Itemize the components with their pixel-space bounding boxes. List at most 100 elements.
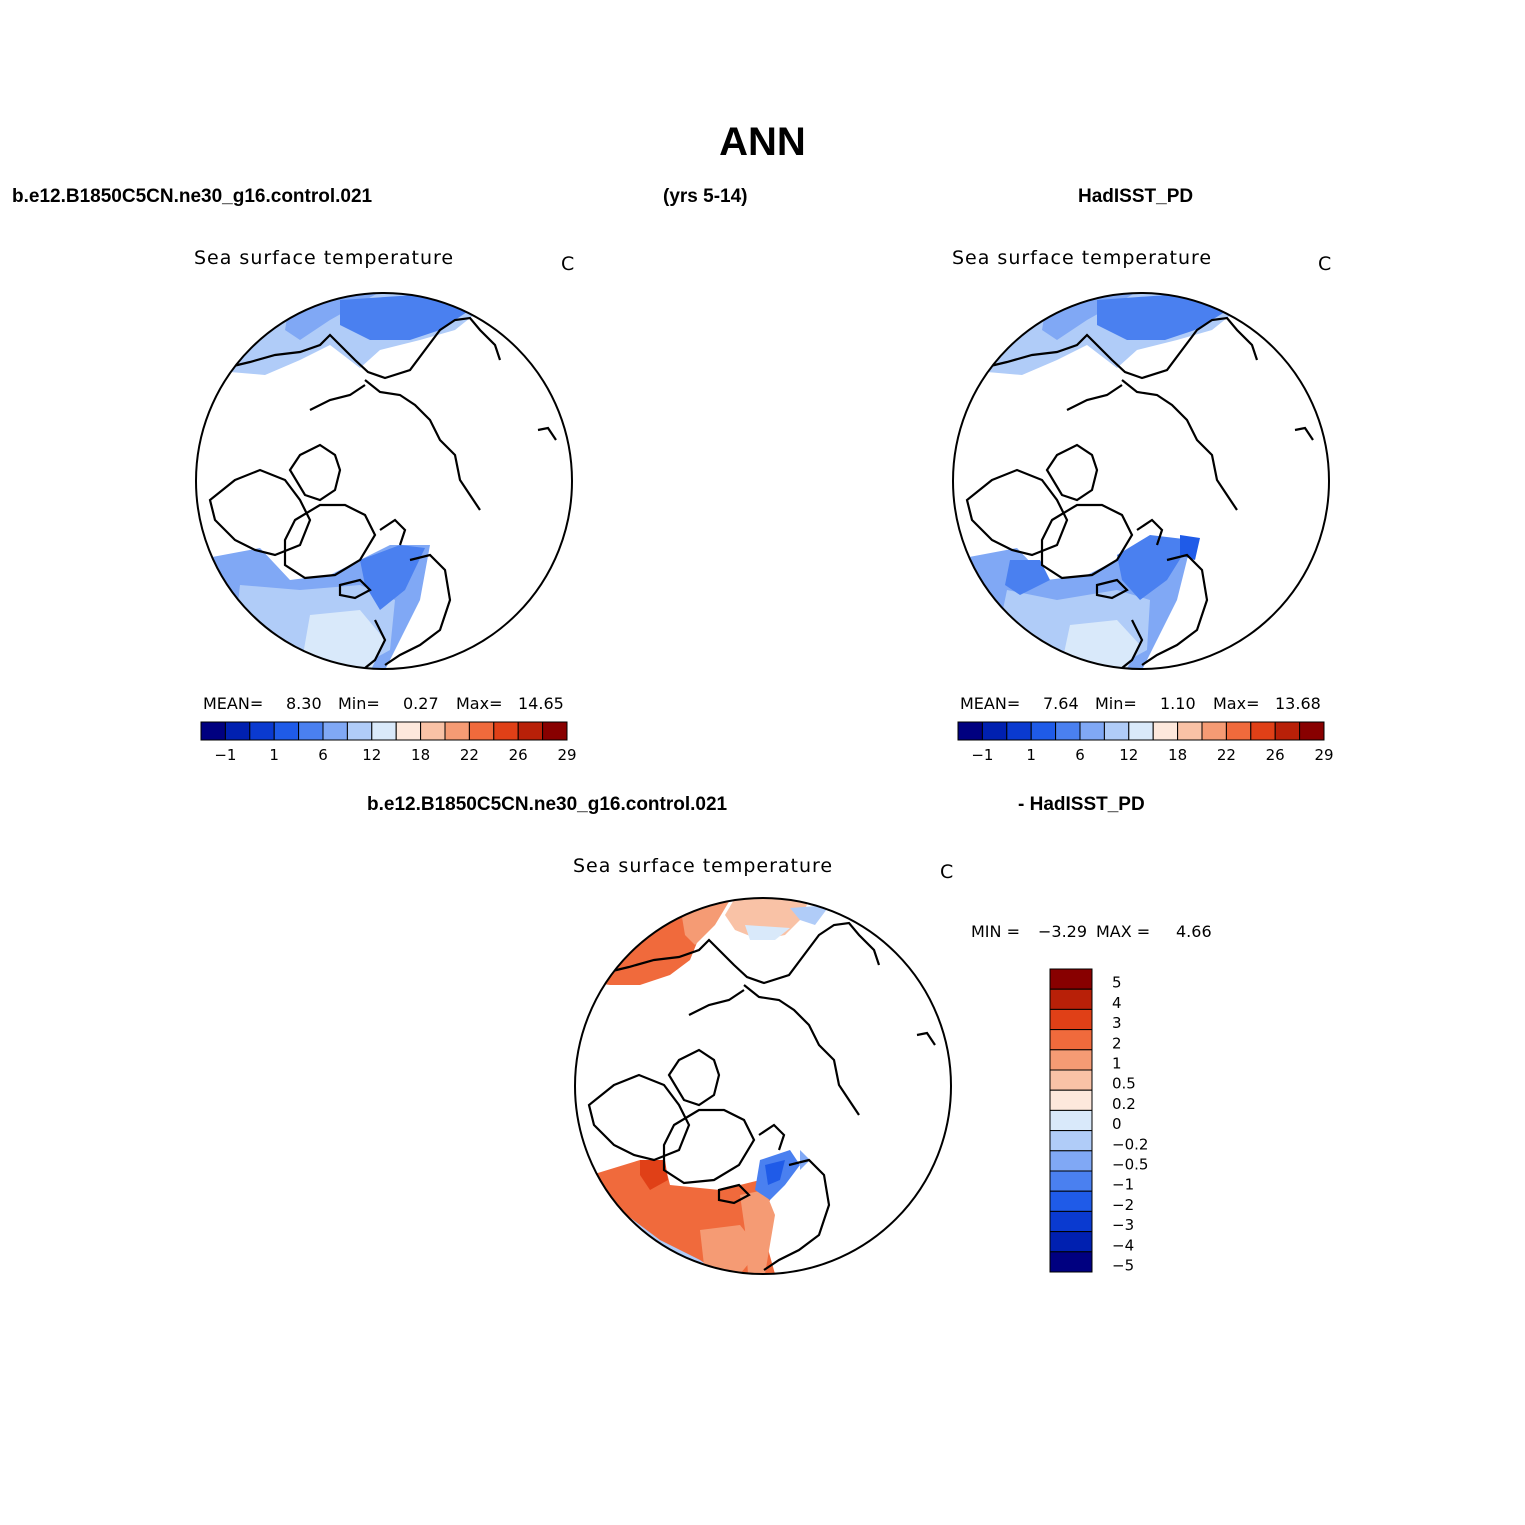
diff-colorbar-swatch [1049,1231,1093,1253]
panel1-min-label: Min= [338,694,380,713]
diff-units-label: C [940,861,955,883]
diff-max-value: 4.66 [1176,922,1212,941]
diff-colorbar-swatch [1049,988,1093,1010]
panel2-colorbar-swatch [1177,721,1203,741]
panel1-colorbar-tick-label: 1 [269,746,279,764]
diff-colorbar-swatch [1049,1089,1093,1111]
panel2-units-label: C [1318,253,1333,275]
diff-min-value: −3.29 [1038,922,1088,941]
diff-colorbar-swatch [1049,1029,1093,1051]
panel2-mean-label: MEAN= [960,694,1021,713]
panel2-colorbar-tick-label: 18 [1168,746,1187,764]
panel2-colorbar-tick-label: 29 [1314,746,1333,764]
panel2-max-label: Max= [1213,694,1260,713]
diff-colorbar-tick-label: −0.2 [1112,1135,1148,1153]
panel1-colorbar-swatch [468,721,495,741]
panel1-colorbar-tick-label: 6 [318,746,328,764]
panel1-colorbar-swatch [371,721,397,741]
panel2-colorbar-swatch [1299,721,1325,741]
diff-colorbar-swatch [1049,1008,1093,1031]
panel2-colorbar-tick-label: −1 [971,746,993,764]
diff-colorbar-swatch [1049,1170,1093,1192]
diff-colorbar-swatch [1049,968,1093,990]
diff-colorbar-tick-label: 5 [1112,974,1122,992]
diff-case-header: b.e12.B1850C5CN.ne30_g16.control.021 [367,794,728,815]
diff-colorbar-swatch [1049,1130,1093,1152]
diff-colorbar-swatch [1049,1251,1093,1273]
panel1-colorbar-tick-label: −1 [214,746,236,764]
diff-colorbar-tick-label: 4 [1112,994,1122,1012]
panel1-colorbar-swatch [542,721,568,741]
panel1-colorbar-swatch [249,721,275,741]
diff-colorbar-tick-label: 0 [1112,1115,1122,1133]
panel2-colorbar: −1 1 6 12 18 22 26 29 [957,721,1334,764]
panel2-colorbar-tick-label: 26 [1266,746,1285,764]
panel2-colorbar-tick-label: 12 [1119,746,1138,764]
panel1-max-value: 14.65 [518,694,564,713]
panel2-colorbar-swatch [1128,721,1154,741]
panel2-max-value: 13.68 [1275,694,1321,713]
diff-variable-label: Sea surface temperature [573,855,834,877]
panel1-colorbar-swatch [517,721,544,741]
diff-colorbar-tick-label: 1 [1112,1055,1122,1073]
diff-colorbar-tick-label: −0.5 [1112,1156,1148,1174]
panel1-colorbar-tick-label: 26 [509,746,528,764]
diff-colorbar-swatch [1049,1049,1093,1071]
diff-colorbar-swatch [1049,1069,1093,1091]
panel2-colorbar-swatch [1152,721,1179,741]
panel1-colorbar-tick-label: 29 [557,746,576,764]
panel1-colorbar-tick-label: 12 [362,746,381,764]
obs-header: HadISST_PD [1078,186,1194,207]
diff-colorbar-swatch [1049,1150,1093,1172]
panel2-colorbar-swatch [1274,721,1301,741]
panel2-colorbar-swatch [957,721,983,741]
panel1-colorbar-tick-label: 18 [411,746,430,764]
diff-colorbar-tick-label: 0.5 [1112,1075,1136,1093]
panel2-colorbar-swatch [1055,721,1081,741]
panel1-units-label: C [561,253,576,275]
panel2-min-label: Min= [1095,694,1137,713]
panel1-variable-label: Sea surface temperature [194,247,455,269]
diff-colorbar-tick-label: −1 [1112,1176,1134,1194]
panel1-colorbar-swatch [493,721,519,741]
diff-coastlines [587,921,936,1271]
years-header: (yrs 5-14) [663,186,748,207]
panel1-colorbar: −1 1 6 12 18 22 26 29 [200,721,577,764]
panel1-mean-label: MEAN= [203,694,264,713]
figure-title: ANN [719,120,806,164]
panel1-colorbar-swatch [420,721,446,741]
diff-colorbar-swatch [1049,1210,1093,1233]
panel2-min-value: 1.10 [1160,694,1196,713]
panel2-mean-value: 7.64 [1043,694,1079,713]
diff-obs-header: - HadISST_PD [1018,794,1145,815]
diff-colorbar-tick-label: 0.2 [1112,1095,1136,1113]
panel1-colorbar-swatch [346,721,373,741]
diff-colorbar-tick-label: −2 [1112,1196,1134,1214]
panel2-colorbar-tick-label: 22 [1217,746,1236,764]
panel2-colorbar-swatch [1006,721,1032,741]
case-name-header: b.e12.B1850C5CN.ne30_g16.control.021 [12,186,373,207]
panel1-colorbar-swatch [444,721,470,741]
diff-colorbar-tick-label: −4 [1112,1236,1134,1254]
panel2-polar-map [952,292,1330,670]
panel2-colorbar-tick-label: 1 [1026,746,1036,764]
diff-polar-map [574,897,952,1275]
panel1-mean-value: 8.30 [286,694,322,713]
panel2-colorbar-tick-label: 6 [1075,746,1085,764]
panel1-colorbar-swatch [298,721,324,741]
panel2-colorbar-swatch [1225,721,1252,741]
panel1-colorbar-swatch [322,721,348,741]
panel1-polar-map [195,292,573,670]
panel2-colorbar-swatch [1103,721,1130,741]
diff-max-label: MAX = [1096,922,1151,941]
diff-min-label: MIN = [971,922,1020,941]
panel2-colorbar-swatch [1250,721,1276,741]
panel1-colorbar-tick-label: 22 [460,746,479,764]
panel1-colorbar-swatch [395,721,422,741]
diff-colorbar-tick-label: −5 [1112,1257,1134,1275]
diff-colorbar: 5 4 3 2 1 0.5 0.2 0 −0.2 −0.5 −1 −2 −3 −4 −5 [1049,968,1148,1275]
panel2-coastlines [965,316,1314,669]
panel1-min-value: 0.27 [403,694,439,713]
panel1-colorbar-swatch [273,721,300,741]
